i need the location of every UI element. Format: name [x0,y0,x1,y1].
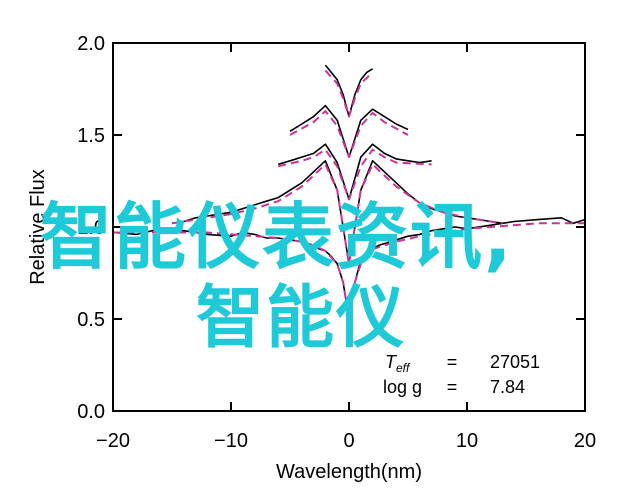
logg-value: 7.84 [490,377,525,397]
watermark-text-line-2: 智能仪 [196,279,407,358]
x-tick-label: 0 [343,430,354,452]
x-tick-label: −10 [214,430,248,452]
y-tick-label: 1.0 [77,217,105,239]
teff-label: Teff [385,352,411,375]
model-line-4 [324,69,374,118]
y-tick-label: 1.5 [77,125,105,147]
parameter-annotation: Teff = 27051 log g = 7.84 [383,352,540,397]
model-line-2 [277,148,432,201]
observed-line-4 [324,64,374,118]
x-tick-label: −20 [96,430,130,452]
y-axis-label: Relative Flux [27,169,49,285]
logg-equals: = [447,377,458,397]
y-tick-label: 2.0 [77,33,105,55]
model-line-1 [171,163,503,265]
series-layer [112,64,586,320]
teff-equals: = [447,352,458,372]
ticks-layer: −20 −10 0 10 20 0.0 0.5 1.0 1.5 2.0 [77,33,596,452]
x-tick-label: 20 [574,430,596,452]
logg-label: log g [383,377,422,397]
x-tick-label: 10 [456,430,478,452]
observed-line-2 [277,143,432,201]
y-tick-label: 0.5 [77,309,105,331]
model-line-0 [113,222,585,320]
x-axis-label: Wavelength(nm) [276,461,422,483]
y-tick-label: 0.0 [77,401,105,423]
teff-value: 27051 [490,352,540,372]
model-line-3 [289,110,409,159]
watermark-text-line-1: 智能仪表资讯, [40,195,514,279]
